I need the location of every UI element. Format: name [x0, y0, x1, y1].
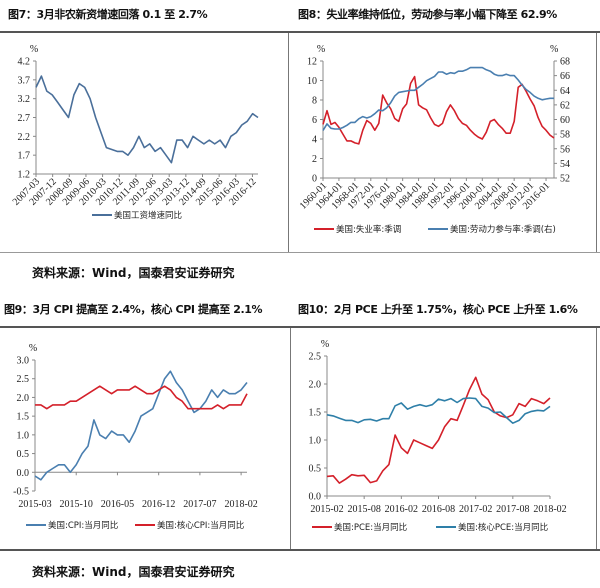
x-tick-label: 2016-12 — [142, 499, 175, 510]
chart-1: 024681012%525456586062646668%1960-011964… — [298, 44, 570, 235]
y-tick-label: 6 — [312, 115, 317, 126]
legend-label: 美国:CPI:当月同比 — [48, 520, 118, 531]
series-line-0 — [35, 75, 259, 164]
series-line-0 — [322, 75, 555, 145]
x-tick-label: 2018-02 — [224, 499, 257, 510]
x-tick-label: 2017-02 — [459, 504, 492, 515]
y-tick-label: 1.7 — [18, 151, 31, 162]
series-line-1 — [326, 397, 551, 425]
y-tick-label: 1.5 — [17, 412, 30, 423]
source-note: 资料来源：Wind，国泰君安证券研究 — [32, 266, 235, 280]
x-tick-label: 2016-08 — [422, 504, 455, 515]
chart-7-title: 图7：3月非农新资增速回落 0.1 至 2.7% — [8, 8, 208, 21]
divider — [0, 549, 600, 551]
y-tick-label: 1.0 — [17, 430, 30, 441]
y-tick-label: 0 — [312, 174, 317, 185]
divider — [0, 252, 600, 253]
legend-label: 美国:核心PCE:当月同比 — [458, 522, 548, 533]
x-tick-label: 2017-07 — [183, 499, 216, 510]
y2-tick-label: 64 — [560, 86, 570, 97]
y2-tick-label: 66 — [560, 71, 570, 82]
legend-label: 美国:PCE:当月同比 — [334, 522, 407, 533]
divider — [0, 326, 600, 328]
y-tick-label: 12 — [307, 57, 317, 68]
y2-tick-label: 52 — [560, 174, 570, 185]
x-tick-label: 2015-08 — [347, 504, 380, 515]
y-tick-label: 2.2 — [18, 132, 31, 143]
chart-3: 0.0 0.5 1.0 1.5 2.0 2.5% 2015-02 2015-08 2016-02… — [309, 339, 567, 533]
x-tick-label: 2016-02 — [385, 504, 418, 515]
divider — [596, 33, 597, 253]
legend-label: 美国:劳动力参与率:季调(右) — [450, 224, 556, 235]
series-line-0 — [34, 370, 248, 481]
y-tick-label: 0.0 — [309, 492, 322, 503]
y-tick-label: 1.0 — [309, 436, 322, 447]
divider — [596, 328, 597, 550]
x-tick-label: 2015-02 — [310, 504, 343, 515]
legend-label: 美国工资增速同比 — [114, 210, 182, 221]
divider — [0, 31, 600, 33]
y-tick-label: 2.0 — [17, 393, 30, 404]
source-note: 资料来源：Wind，国泰君安证券研究 — [32, 565, 235, 579]
y-tick-label: 2.5 — [17, 374, 30, 385]
divider — [288, 33, 289, 253]
series-line-1 — [35, 385, 248, 410]
y-tick-label: 3.7 — [18, 75, 31, 86]
divider — [290, 328, 291, 550]
y-tick-label: 0.5 — [17, 449, 30, 460]
chart-8-title: 图8：失业率维持低位，劳动参与率小幅下降至 62.9% — [298, 8, 557, 21]
y2-tick-label: 68 — [560, 57, 570, 68]
chart-9-title: 图9：3月 CPI 提高至 2.4%，核心 CPI 提高至 2.1% — [4, 303, 263, 316]
series-line-1 — [322, 66, 554, 131]
chart-0: 1.21.72.22.73.23.74.2%2007-032007-122008… — [11, 44, 259, 221]
y-tick-label: 3.2 — [18, 94, 31, 105]
x-tick-label: 2015-03 — [18, 499, 51, 510]
chart-2: -0.5 0.0 0.5 1.0 1.5 2.0 2.5 3.0% 2015-03 2015-10… — [13, 343, 258, 531]
y-tick-label: 0.5 — [309, 464, 322, 475]
y-tick-label: 4.2 — [18, 57, 31, 68]
y2-tick-label: 62 — [560, 100, 570, 111]
y-tick-label: 8 — [312, 96, 317, 107]
series-line-0 — [326, 376, 551, 484]
y-tick-label: 2.7 — [18, 113, 31, 124]
y-unit-label: % — [29, 343, 37, 354]
y2-tick-label: 54 — [560, 159, 570, 170]
y-tick-label: 1.2 — [18, 170, 31, 181]
y-unit-label: % — [317, 44, 325, 55]
chart-10-title: 图10：2月 PCE 上升至 1.75%，核心 PCE 上升至 1.6% — [298, 303, 578, 316]
y-tick-label: 2 — [312, 154, 317, 165]
y2-tick-label: 60 — [560, 115, 570, 126]
y-tick-label: 3.0 — [17, 356, 30, 367]
y-tick-label: 4 — [312, 135, 317, 146]
legend-label: 美国:失业率:季调 — [336, 224, 401, 235]
x-tick-label: 2015-10 — [60, 499, 93, 510]
x-tick-label: 2016-05 — [101, 499, 134, 510]
y-tick-label: 1.5 — [309, 408, 322, 419]
x-tick-label: 2017-08 — [496, 504, 529, 515]
legend-label: 美国:核心CPI:当月同比 — [157, 520, 244, 531]
y2-tick-label: 56 — [560, 144, 570, 155]
y-unit-label: % — [321, 339, 329, 350]
y-unit-label: % — [30, 44, 38, 55]
y-tick-label: 10 — [307, 76, 317, 87]
x-tick-label: 2018-02 — [533, 504, 566, 515]
y-tick-label: 2.0 — [309, 380, 322, 391]
y2-unit-label: % — [550, 44, 558, 55]
y-tick-label: 2.5 — [309, 352, 322, 363]
y-tick-label: -0.5 — [13, 487, 29, 498]
y-tick-label: 0.0 — [17, 468, 30, 479]
y2-tick-label: 58 — [560, 130, 570, 141]
